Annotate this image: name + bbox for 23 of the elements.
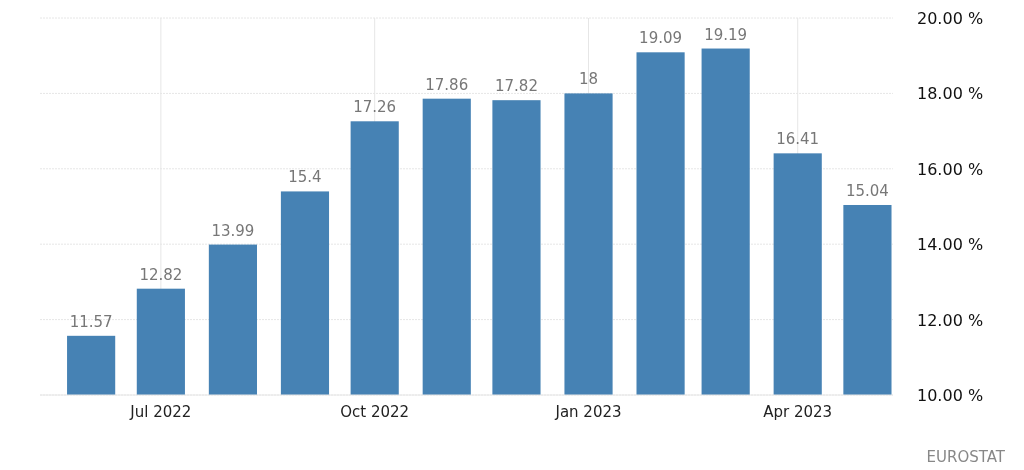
x-tick-label: Jul 2022: [129, 403, 192, 421]
text: EUROSTAT: [926, 448, 1006, 466]
x-tick-label: Oct 2022: [340, 403, 410, 421]
data-label: 17.26: [353, 98, 397, 117]
y-tick-label: 14.00 %: [917, 235, 984, 255]
x-tick-label: Apr 2023: [763, 403, 833, 421]
y-tick-label: 12.00 %: [917, 310, 984, 330]
data-label: 16.41: [776, 130, 820, 149]
data-label: 19.09: [639, 29, 683, 48]
data-label: 19.19: [704, 25, 748, 44]
y-tick-label: 20.00 %: [917, 9, 984, 28]
data-label: 11.57: [69, 312, 113, 331]
data-label: 12.82: [139, 265, 183, 284]
data-label: 17.86: [425, 75, 469, 94]
x-tick-label: Jan 2023: [554, 403, 622, 421]
data-label: 18: [578, 70, 599, 89]
y-tick-label: 16.00 %: [917, 159, 984, 179]
data-label: 13.99: [211, 221, 255, 240]
data-label: 15.4: [288, 168, 322, 187]
data-label: 15.04: [845, 181, 889, 200]
data-label: 17.82: [494, 77, 538, 96]
y-tick-label: 10.00 %: [917, 386, 984, 405]
y-tick-label: 18.00 %: [917, 84, 984, 104]
